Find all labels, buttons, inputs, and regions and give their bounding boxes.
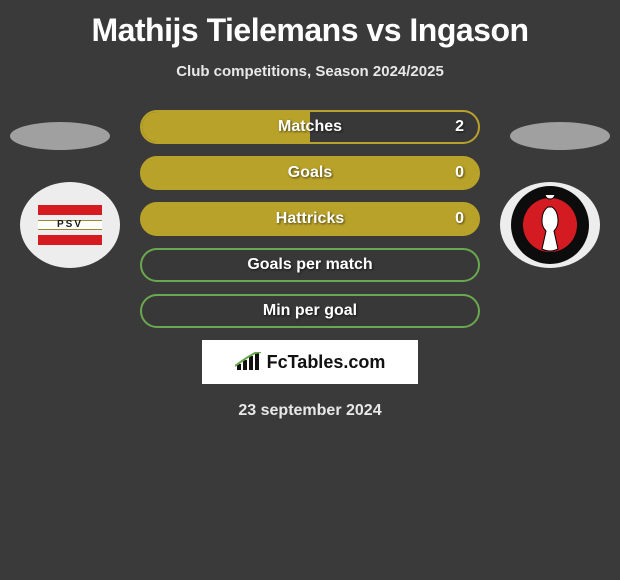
stat-bar: Goals 0 [140, 156, 480, 190]
stat-bar: Matches 2 [140, 110, 480, 144]
stat-value: 0 [455, 210, 464, 228]
club-badge-left: PSV [20, 182, 120, 268]
comparison-body: PSV Matches 2 Goals 0 Hattricks 0 Goals per ma… [0, 110, 620, 420]
stat-bar: Min per goal [140, 294, 480, 328]
page-subtitle: Club competitions, Season 2024/2025 [0, 63, 620, 80]
stat-label: Matches [278, 118, 342, 136]
club-badge-right [500, 182, 600, 268]
stat-bar: Hattricks 0 [140, 202, 480, 236]
chart-icon [235, 352, 261, 372]
source-logo-text: FcTables.com [267, 352, 386, 373]
page-title: Mathijs Tielemans vs Ingason [0, 0, 620, 49]
stat-value: 2 [455, 118, 464, 136]
stat-bar: Goals per match [140, 248, 480, 282]
player-right-shadow [510, 122, 610, 150]
date-text: 23 september 2024 [0, 402, 620, 420]
player-left-shadow [10, 122, 110, 150]
stat-label: Min per goal [263, 302, 357, 320]
stat-bars: Matches 2 Goals 0 Hattricks 0 Goals per match M… [140, 110, 480, 328]
source-logo: FcTables.com [202, 340, 418, 384]
stat-label: Goals [288, 164, 332, 182]
stat-value: 0 [455, 164, 464, 182]
stat-label: Hattricks [276, 210, 344, 228]
stat-label: Goals per match [247, 256, 372, 274]
